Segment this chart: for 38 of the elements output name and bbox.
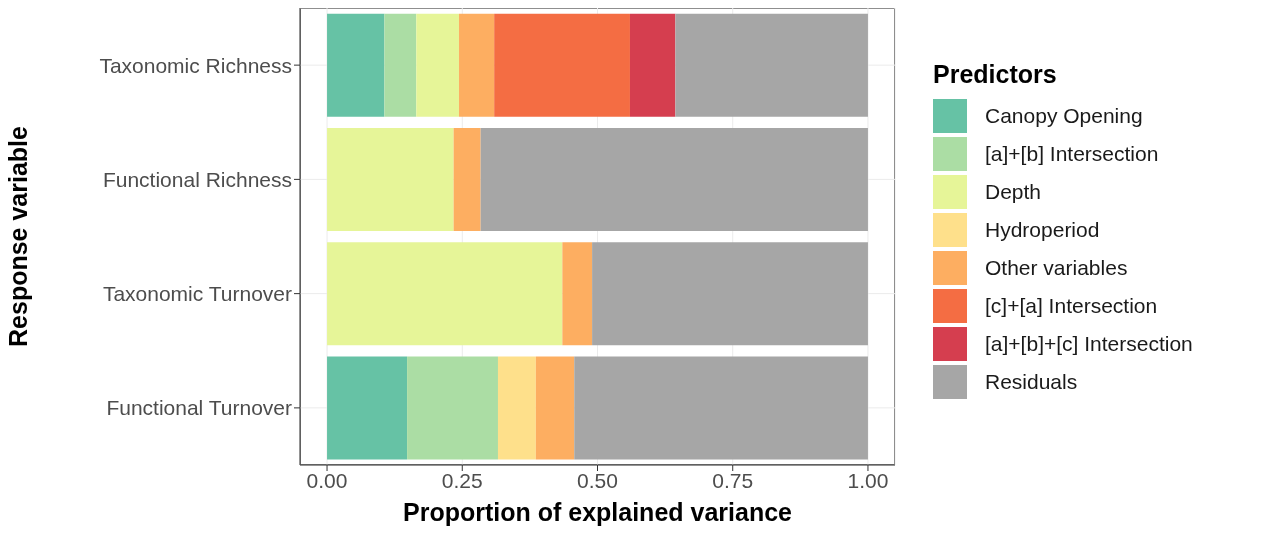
bar — [416, 13, 460, 117]
x-tick-label: 0.50 — [577, 468, 618, 492]
x-tick-label: 1.00 — [847, 468, 889, 492]
bar — [574, 356, 868, 460]
bar — [327, 127, 454, 231]
bar — [675, 13, 868, 117]
x-tick-label: 0.75 — [712, 468, 754, 492]
x-tick-label: 0.25 — [441, 468, 483, 492]
bar — [459, 13, 495, 117]
bar — [494, 13, 630, 117]
legend-label: [a]+[b] Intersection — [985, 142, 1159, 166]
bar — [592, 242, 868, 346]
legend-label: Canopy Opening — [985, 104, 1143, 128]
bar — [535, 356, 575, 460]
bar — [629, 13, 676, 117]
legend-label: Other variables — [985, 256, 1128, 280]
bar — [327, 13, 385, 117]
x-axis-title: Proportion of explained variance — [402, 498, 793, 527]
y-tick-label: Taxonomic Turnover — [102, 282, 292, 306]
bar — [407, 356, 498, 460]
legend-label: Depth — [985, 180, 1042, 204]
legend-label: [a]+[b]+[c] Intersection — [985, 332, 1193, 356]
bar — [327, 242, 563, 346]
x-tick-label: 0.00 — [306, 468, 348, 492]
bar — [480, 127, 868, 231]
legend-label: Hydroperiod — [985, 218, 1100, 242]
bar — [562, 242, 593, 346]
y-tick-label: Functional Richness — [102, 167, 292, 191]
y-tick-label: Functional Turnover — [106, 396, 292, 420]
legend-label: [c]+[a] Intersection — [985, 294, 1158, 318]
bar — [327, 356, 408, 460]
legend-label: Residuals — [985, 370, 1078, 394]
bar — [453, 127, 481, 231]
bar — [384, 13, 417, 117]
y-tick-label: Taxonomic Richness — [99, 53, 292, 77]
legend-title: Predictors — [933, 60, 1058, 89]
y-axis-title: Response variable — [3, 125, 32, 347]
bar — [497, 356, 536, 460]
